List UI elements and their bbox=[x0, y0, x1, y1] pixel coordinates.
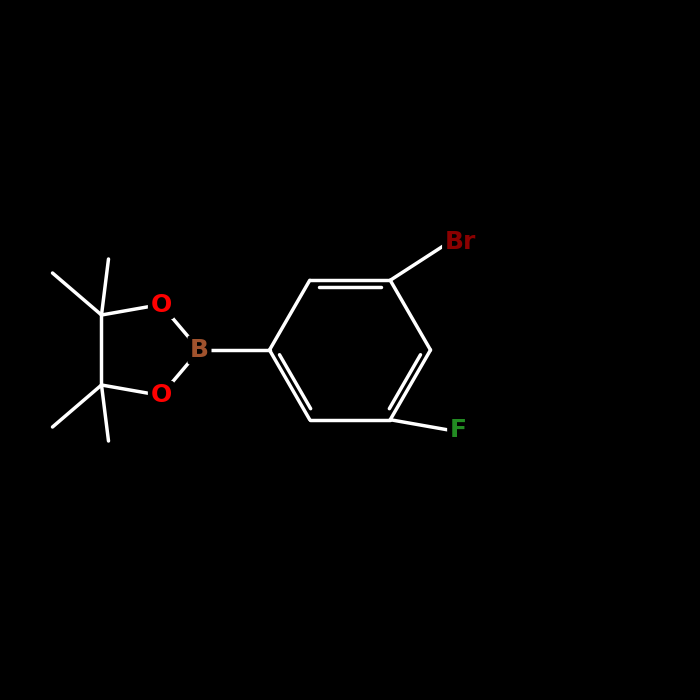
Text: Br: Br bbox=[444, 230, 476, 254]
Text: O: O bbox=[150, 384, 172, 407]
Text: O: O bbox=[150, 293, 172, 316]
Text: B: B bbox=[190, 338, 209, 362]
Text: F: F bbox=[449, 418, 467, 442]
